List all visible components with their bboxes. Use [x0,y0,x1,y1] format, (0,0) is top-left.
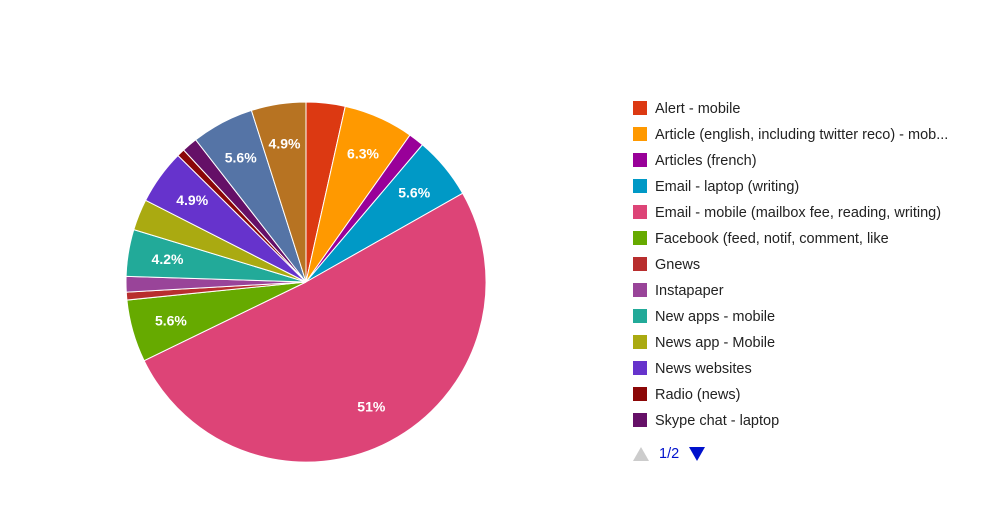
legend-label: Email - mobile (mailbox fee, reading, wr… [655,205,942,221]
pie-slice[interactable] [250,101,307,283]
legend-swatch [633,335,647,349]
legend-item[interactable]: News app - Mobile [633,334,993,360]
legend-swatch [633,179,647,193]
legend-item[interactable]: News websites [633,360,993,386]
legend-label: Gnews [655,257,701,273]
pie-slice-label: 5.6% [398,185,430,201]
legend-swatch [633,231,647,245]
legend-item[interactable]: Email - mobile (mailbox fee, reading, wr… [633,204,993,230]
legend-item[interactable]: Gnews [633,256,993,282]
pie-slice-label: 6.3% [347,146,379,162]
legend-label: Facebook (feed, notif, comment, like [655,231,889,247]
legend-item[interactable]: Alert - mobile [633,100,993,126]
pie-slices [125,101,487,463]
pie-slice-label: 51% [357,398,386,414]
legend: Alert - mobile Article (english, includi… [633,100,993,438]
legend-item[interactable]: Article (english, including twitter reco… [633,126,993,152]
pie-slice-label: 5.6% [155,312,187,328]
legend-label: Articles (french) [655,153,757,169]
legend-item[interactable]: Instapaper [633,282,993,308]
pie-slice-label: 4.2% [152,251,184,267]
legend-item[interactable]: Radio (news) [633,386,993,412]
pie-chart: 6.3% 5.6% 51% 5.6% 4.2% 4.9% 5.6% 4.9% [125,101,487,463]
legend-swatch [633,387,647,401]
pie-slice-label: 4.9% [176,192,208,208]
legend-label: Article (english, including twitter reco… [655,127,949,143]
legend-swatch [633,309,647,323]
legend-swatch [633,283,647,297]
pie-slice-label: 5.6% [225,150,257,166]
legend-swatch [633,101,647,115]
legend-label: Instapaper [655,283,724,299]
legend-swatch [633,205,647,219]
pie-slice-labels: 6.3% 5.6% 51% 5.6% 4.2% 4.9% 5.6% 4.9% [152,135,431,414]
legend-swatch [633,413,647,427]
legend-label: News app - Mobile [655,335,776,351]
legend-swatch [633,153,647,167]
legend-label: Radio (news) [655,387,741,403]
legend-page-indicator: 1/2 [659,446,680,463]
pie-slice-label: 4.9% [269,135,301,151]
legend-label: New apps - mobile [655,309,776,325]
legend-item[interactable]: Email - laptop (writing) [633,178,993,204]
legend-swatch [633,361,647,375]
legend-pager: 1/2 [633,445,706,465]
legend-label: News websites [655,361,752,377]
pie-slice[interactable] [143,192,487,463]
triangle-up-icon[interactable] [633,447,649,462]
legend-item[interactable]: Facebook (feed, notif, comment, like [633,230,993,256]
legend-label: Skype chat - laptop [655,413,780,429]
legend-swatch [633,257,647,271]
legend-item[interactable]: Articles (french) [633,152,993,178]
triangle-down-icon[interactable] [689,447,706,462]
legend-label: Alert - mobile [655,101,741,117]
legend-item[interactable]: New apps - mobile [633,308,993,334]
legend-swatch [633,127,647,141]
legend-item[interactable]: Skype chat - laptop [633,412,993,438]
legend-label: Email - laptop (writing) [655,179,800,195]
